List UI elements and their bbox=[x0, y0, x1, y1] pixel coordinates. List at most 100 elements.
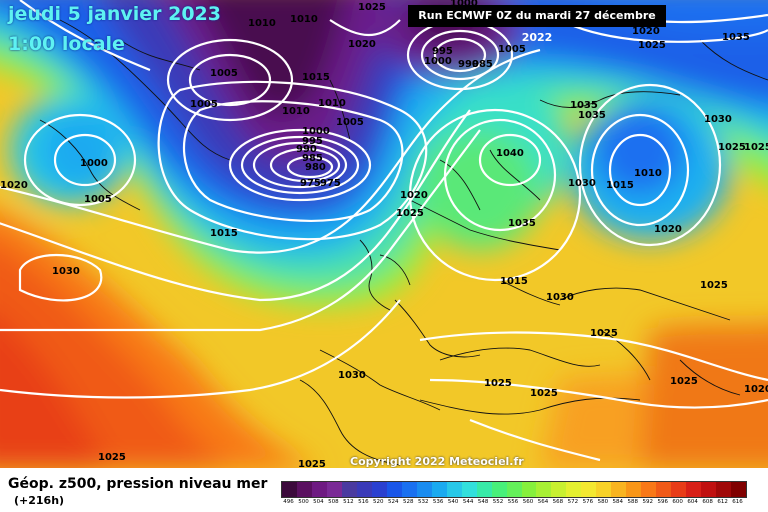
color-swatch bbox=[296, 482, 312, 497]
isobar-labels: 1010 1005 1005 1010 1015 1020 1025 1010 … bbox=[0, 0, 768, 468]
isobar-label: 1000 bbox=[302, 126, 330, 137]
isobar-label: 1020 bbox=[400, 190, 428, 201]
scale-tick-label: 596 bbox=[657, 499, 668, 505]
scale-tick-label: 588 bbox=[627, 499, 639, 505]
isobar-label: 1035 bbox=[722, 32, 750, 43]
isobar-label: 1025 bbox=[358, 2, 386, 13]
scale-tick-label: 600 bbox=[672, 499, 683, 505]
forecast-time: 1:00 locale bbox=[8, 33, 125, 55]
color-swatch bbox=[626, 482, 642, 497]
forecast-date: jeudi 5 janvier 2023 bbox=[8, 3, 221, 25]
isobar-label: 1005 bbox=[190, 99, 218, 110]
isobar-label: 1005 bbox=[336, 117, 364, 128]
scale-tick-label: 508 bbox=[328, 499, 339, 505]
scale-tick-label: 576 bbox=[582, 499, 594, 505]
isobar-label: 1040 bbox=[496, 148, 524, 159]
color-swatch bbox=[416, 482, 432, 497]
color-swatch bbox=[401, 482, 417, 497]
scale-tick-label: 552 bbox=[492, 499, 504, 505]
isobar-label: 1005 bbox=[84, 194, 112, 205]
scale-tick-label: 520 bbox=[373, 499, 384, 505]
color-swatch bbox=[566, 482, 582, 497]
color-swatch bbox=[536, 482, 552, 497]
isobar-label: 1025 bbox=[98, 452, 126, 463]
scale-tick-label: 548 bbox=[477, 499, 489, 505]
scale-tick-label: 564 bbox=[537, 499, 549, 505]
isobar-label: 1020 bbox=[744, 384, 768, 395]
scale-tick-label: 572 bbox=[567, 499, 579, 505]
isobar-label: 1035 bbox=[578, 110, 606, 121]
scale-tick-label: 612 bbox=[717, 499, 728, 505]
isobar-label: 1025 bbox=[530, 388, 558, 399]
color-swatch bbox=[326, 482, 342, 497]
isobar-label: 1020 bbox=[632, 26, 660, 37]
isobar-label: 1005 bbox=[210, 68, 238, 79]
isobar-label: 1020 bbox=[654, 224, 682, 235]
scale-tick-label: 536 bbox=[432, 499, 444, 505]
color-swatch bbox=[656, 482, 672, 497]
scale-tick-label: 616 bbox=[732, 499, 743, 505]
color-swatch bbox=[521, 482, 537, 497]
color-swatch bbox=[431, 482, 447, 497]
isobar-label: 1015 bbox=[500, 276, 528, 287]
isobar-label: 1025 bbox=[590, 328, 618, 339]
isobar-label: 1015 bbox=[302, 72, 330, 83]
legend-title: Géop. z500, pression niveau mer bbox=[8, 476, 268, 492]
scale-tick-label: 504 bbox=[313, 499, 324, 505]
isobar-label: 1025 bbox=[484, 378, 512, 389]
isobar-label: 990 bbox=[296, 144, 317, 155]
isobar-label: 980 bbox=[305, 162, 326, 173]
scale-tick-label: 544 bbox=[462, 499, 474, 505]
isobar-label: 1020 bbox=[348, 39, 376, 50]
color-swatch bbox=[476, 482, 492, 497]
isobar-label: 1015 bbox=[606, 180, 634, 191]
isobar-label: 1035 bbox=[508, 218, 536, 229]
isobar-label: 1030 bbox=[704, 114, 732, 125]
isobar-label: 1030 bbox=[546, 292, 574, 303]
color-swatch bbox=[716, 482, 732, 497]
scale-tick-label: 580 bbox=[597, 499, 609, 505]
scale-tick-label: 500 bbox=[298, 499, 309, 505]
color-swatch bbox=[282, 482, 297, 497]
color-swatch bbox=[686, 482, 702, 497]
scale-tick-label: 560 bbox=[522, 499, 534, 505]
color-swatch bbox=[311, 482, 327, 497]
scale-tick-label: 604 bbox=[687, 499, 698, 505]
isobar-label: 1020 bbox=[0, 180, 28, 191]
isobar-label: 1030 bbox=[52, 266, 80, 277]
isobar-label: 1015 bbox=[210, 228, 238, 239]
color-scale-labels: 496 500 504 508 512 516 520 524 528 532 536 540 544 5… bbox=[281, 499, 745, 509]
isobar-label: 1010 bbox=[248, 18, 276, 29]
color-swatch bbox=[731, 482, 747, 497]
isobar-label: 990 bbox=[458, 59, 479, 70]
color-swatch bbox=[611, 482, 627, 497]
color-swatch bbox=[356, 482, 372, 497]
scale-tick-label: 496 bbox=[283, 499, 294, 505]
isobar-label: 1010 bbox=[290, 14, 318, 25]
isobars bbox=[0, 0, 768, 462]
color-swatch bbox=[701, 482, 717, 497]
model-run-label: Run ECMWF 0Z du mardi 27 décembre 2022 bbox=[408, 5, 666, 44]
isobar-label: 995 bbox=[302, 136, 323, 147]
scale-tick-label: 592 bbox=[642, 499, 653, 505]
isobar-label: 1000 bbox=[80, 158, 108, 169]
isobar-label: 1025 bbox=[638, 40, 666, 51]
isobar-label: 1010 bbox=[282, 106, 310, 117]
scale-tick-label: 524 bbox=[388, 499, 399, 505]
isobar-label: 1010 bbox=[634, 168, 662, 179]
scale-tick-label: 568 bbox=[552, 499, 564, 505]
isobar-label: 1000 bbox=[424, 56, 452, 67]
color-swatch bbox=[551, 482, 567, 497]
color-swatch bbox=[671, 482, 687, 497]
isobar-label: 1005 bbox=[498, 44, 526, 55]
scale-tick-label: 556 bbox=[507, 499, 519, 505]
weather-map: 1010 1005 1005 1010 1015 1020 1025 1010 … bbox=[0, 0, 768, 468]
scale-tick-label: 512 bbox=[343, 499, 354, 505]
isobar-label: 1025 bbox=[744, 142, 768, 153]
isobar-label: 1025 bbox=[670, 376, 698, 387]
color-scale bbox=[281, 481, 747, 498]
color-swatch bbox=[491, 482, 507, 497]
isobar-label: 1030 bbox=[338, 370, 366, 381]
copyright-notice: Copyright 2022 Meteociel.fr bbox=[350, 455, 524, 468]
